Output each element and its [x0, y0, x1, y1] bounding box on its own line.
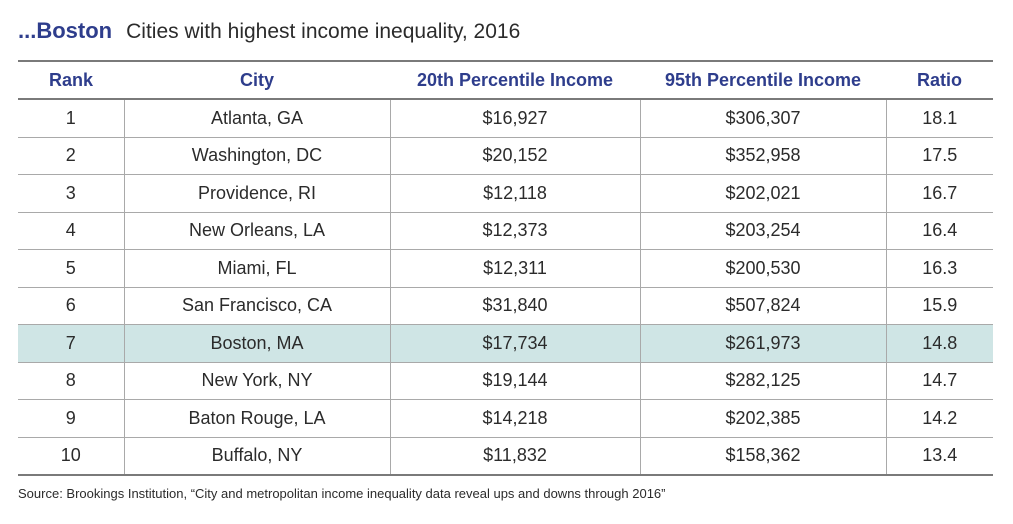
header-95th-percentile: 95th Percentile Income: [664, 69, 862, 90]
cell-ratio: 16.7: [885, 174, 993, 212]
cell-city: Atlanta, GA: [123, 99, 390, 137]
table-row: 4 New Orleans, LA $12,373 $203,254 16.4: [18, 212, 993, 250]
cell-p20: $14,218: [389, 399, 640, 437]
header-20th-percentile: 20th Percentile Income: [416, 69, 614, 90]
cell-p95: $306,307: [639, 99, 886, 137]
cell-p95: $200,530: [639, 249, 886, 287]
title-row: ...Boston Cities with highest income ine…: [18, 18, 520, 52]
cell-ratio: 15.9: [885, 287, 993, 325]
table-header-row: Rank City 20th Percentile Income 95th Pe…: [18, 61, 993, 99]
header-rank: Rank: [48, 69, 93, 90]
cell-city: Buffalo, NY: [123, 437, 390, 475]
cell-rank: 6: [65, 295, 76, 316]
table-row: 5 Miami, FL $12,311 $200,530 16.3: [18, 249, 993, 287]
cell-p95: $282,125: [639, 362, 886, 400]
cell-p20: $11,832: [389, 437, 640, 475]
table-row: 2 Washington, DC $20,152 $352,958 17.5: [18, 137, 993, 175]
cell-rank: 4: [65, 220, 76, 241]
cell-rank: 5: [65, 257, 76, 278]
cell-rank: 3: [65, 182, 76, 203]
table-row: 6 San Francisco, CA $31,840 $507,824 15.…: [18, 287, 993, 325]
page-title: ...Boston: [18, 18, 113, 43]
page-subtitle: Cities with highest income inequality, 2…: [126, 20, 521, 43]
cell-p20: $17,734: [389, 324, 640, 362]
header-ratio: Ratio: [917, 69, 962, 90]
table-row: 8 New York, NY $19,144 $282,125 14.7: [18, 362, 993, 400]
cell-ratio: 14.8: [885, 324, 993, 362]
cell-p95: $261,973: [639, 324, 886, 362]
cell-city: Baton Rouge, LA: [123, 399, 390, 437]
cell-p20: $12,311: [389, 249, 640, 287]
cell-p20: $20,152: [389, 137, 640, 175]
cell-rank: 7: [18, 324, 124, 362]
cell-ratio: 17.5: [885, 137, 993, 175]
cell-ratio: 16.4: [885, 212, 993, 250]
cell-p20: $12,373: [389, 212, 640, 250]
cell-p20: $16,927: [389, 99, 640, 137]
cell-p95: $352,958: [639, 137, 886, 175]
cell-city: Providence, RI: [123, 174, 390, 212]
cell-ratio: 16.3: [885, 249, 993, 287]
table-row: 10 Buffalo, NY $11,832 $158,362 13.4: [18, 437, 993, 475]
cell-rank: 8: [65, 370, 76, 391]
cell-city: Boston, MA: [123, 324, 390, 362]
cell-city: Miami, FL: [123, 249, 390, 287]
cell-ratio: 14.2: [885, 399, 993, 437]
cell-p95: $203,254: [639, 212, 886, 250]
cell-p95: $158,362: [639, 437, 886, 475]
income-inequality-table: Rank City 20th Percentile Income 95th Pe…: [18, 60, 993, 476]
table-row: 9 Baton Rouge, LA $14,218 $202,385 14.2: [18, 399, 993, 437]
cell-rank: 10: [60, 445, 81, 466]
cell-p20: $19,144: [389, 362, 640, 400]
cell-ratio: 13.4: [885, 437, 993, 475]
cell-city: Washington, DC: [123, 137, 390, 175]
cell-city: New York, NY: [123, 362, 390, 400]
table-row: 3 Providence, RI $12,118 $202,021 16.7: [18, 174, 993, 212]
cell-p95: $202,385: [639, 399, 886, 437]
header-city: City: [239, 69, 274, 90]
cell-p20: $12,118: [389, 174, 640, 212]
table-row-highlighted: 7 Boston, MA $17,734 $261,973 14.8: [18, 324, 993, 362]
cell-p95: $507,824: [639, 287, 886, 325]
source-note: Source: Brookings Institution, “City and…: [18, 486, 666, 501]
cell-ratio: 14.7: [885, 362, 993, 400]
cell-p95: $202,021: [639, 174, 886, 212]
cell-city: New Orleans, LA: [123, 212, 390, 250]
cell-rank: 9: [65, 407, 76, 428]
cell-rank: 1: [65, 107, 76, 128]
table-row: 1 Atlanta, GA $16,927 $306,307 18.1: [18, 99, 993, 137]
cell-p20: $31,840: [389, 287, 640, 325]
cell-ratio: 18.1: [885, 99, 993, 137]
cell-city: San Francisco, CA: [123, 287, 390, 325]
cell-rank: 2: [65, 145, 76, 166]
